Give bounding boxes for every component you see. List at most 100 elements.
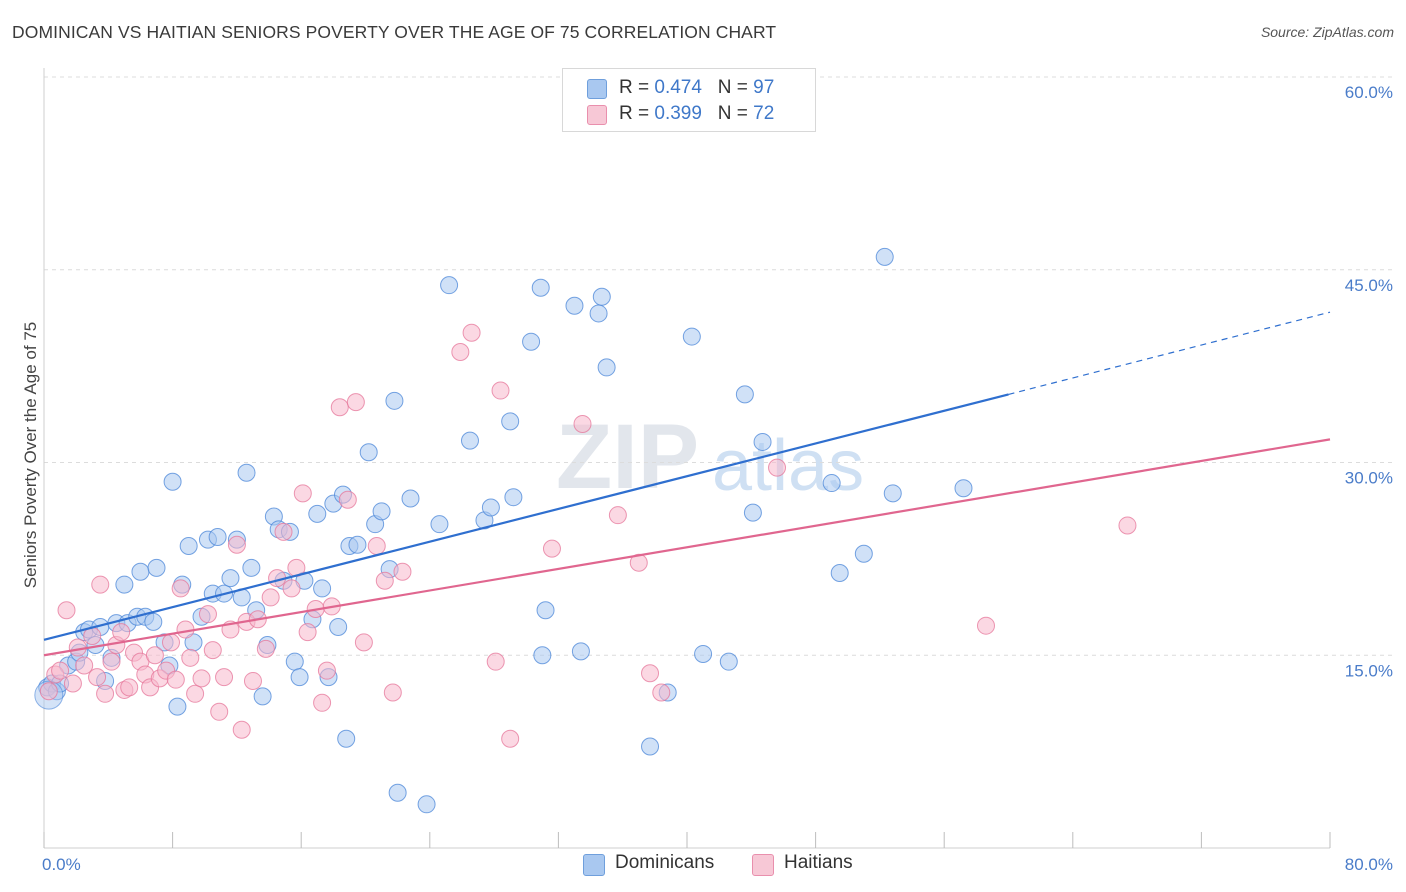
dominican-point	[253, 687, 272, 706]
dominican-point	[348, 535, 367, 554]
haitian-point	[462, 323, 481, 342]
dominican-point	[883, 484, 902, 503]
haitian-point	[166, 670, 185, 689]
dominican-point	[571, 642, 590, 661]
y-tick-label: 60.0%	[1345, 83, 1393, 102]
haitians-swatch	[587, 105, 607, 125]
haitian-point	[227, 535, 246, 554]
haitians-points	[39, 323, 1137, 748]
y-axis-label: Seniors Poverty Over the Age of 75	[21, 322, 40, 588]
dominican-point	[388, 783, 407, 802]
dominican-point	[401, 489, 420, 508]
dominican-point	[822, 474, 841, 493]
haitian-point	[215, 668, 234, 687]
haitian-point	[112, 623, 131, 642]
dominican-point	[144, 612, 163, 631]
haitian-point	[171, 579, 190, 598]
dominicans-swatch	[587, 79, 607, 99]
n-label: N =	[717, 77, 754, 98]
r-value: 0.399	[654, 103, 702, 124]
dominican-point	[565, 296, 584, 315]
dominican-point	[385, 391, 404, 410]
haitian-point	[367, 537, 386, 556]
haitian-point	[293, 484, 312, 503]
dominican-point	[337, 729, 356, 748]
watermark: ZIP atlas	[556, 406, 864, 508]
dominican-point	[589, 304, 608, 323]
haitian-point	[232, 720, 251, 739]
dominican-point	[854, 544, 873, 563]
dominican-point	[147, 558, 166, 577]
x-tick-label-max: 80.0%	[1345, 855, 1393, 874]
haitian-point	[210, 702, 229, 721]
haitian-point	[1118, 516, 1137, 535]
dominican-point	[417, 795, 436, 814]
haitian-point	[75, 656, 94, 675]
dominican-point	[440, 276, 459, 295]
haitian-point	[608, 506, 627, 525]
dominican-point	[208, 528, 227, 547]
dominican-point	[290, 668, 309, 687]
dominican-point	[753, 432, 772, 451]
haitian-point	[181, 648, 200, 667]
dominican-point	[694, 644, 713, 663]
watermark-atlas: atlas	[712, 426, 864, 506]
dominican-point	[313, 579, 332, 598]
source-label: Source: ZipAtlas.com	[1260, 24, 1394, 40]
dominican-point	[501, 412, 520, 431]
haitian-point	[298, 623, 317, 642]
dominican-point	[163, 472, 182, 491]
dominican-point	[168, 697, 187, 716]
dominican-point	[522, 332, 541, 351]
legend-text-dominicans: R = 0.474 N = 97	[619, 77, 774, 99]
haitian-point	[261, 588, 280, 607]
haitians-legend-swatch	[752, 854, 774, 876]
haitian-point	[542, 539, 561, 558]
dominicans-trend-line	[43, 393, 1009, 641]
haitian-point	[198, 605, 217, 624]
dominican-point	[641, 737, 660, 756]
haitian-point	[274, 522, 293, 541]
haitian-point	[203, 641, 222, 660]
haitian-point	[63, 674, 82, 693]
dominican-point	[359, 443, 378, 462]
dominican-point	[531, 278, 550, 297]
haitian-point	[330, 398, 349, 417]
haitian-point	[91, 575, 110, 594]
dominican-point	[682, 327, 701, 346]
axes	[43, 68, 1331, 849]
dominican-point	[830, 564, 849, 583]
dominican-point	[115, 575, 134, 594]
haitian-point	[96, 684, 115, 703]
dominican-point	[179, 537, 198, 556]
legend-text-haitians: R = 0.399 N = 72	[619, 103, 774, 125]
haitian-point	[243, 671, 262, 690]
dominican-point	[592, 287, 611, 306]
correlation-legend: R = 0.474 N = 97 R = 0.399 N = 72	[562, 68, 816, 132]
haitian-point	[976, 616, 995, 635]
r-value: 0.474	[654, 77, 702, 98]
dominican-point	[597, 358, 616, 377]
dominican-point	[481, 498, 500, 517]
haitian-point	[192, 669, 211, 688]
haitian-point	[57, 601, 76, 620]
dominican-point	[285, 652, 304, 671]
dominican-point	[131, 562, 150, 581]
haitian-point	[346, 393, 365, 412]
haitian-point	[451, 342, 470, 361]
y-tick-label: 15.0%	[1345, 661, 1393, 680]
haitian-point	[51, 661, 70, 680]
dominicans-legend-label: Dominicans	[615, 852, 715, 873]
chart-title: DOMINICAN VS HAITIAN SENIORS POVERTY OVE…	[12, 22, 777, 42]
haitian-point	[393, 562, 412, 581]
dominican-point	[221, 569, 240, 588]
dominican-point	[504, 488, 523, 507]
dominican-point	[735, 385, 754, 404]
trend-lines	[43, 311, 1331, 657]
dominican-point	[372, 502, 391, 521]
r-label: R =	[619, 77, 655, 98]
haitian-point	[486, 652, 505, 671]
haitian-point	[652, 683, 671, 702]
haitian-point	[282, 579, 301, 598]
